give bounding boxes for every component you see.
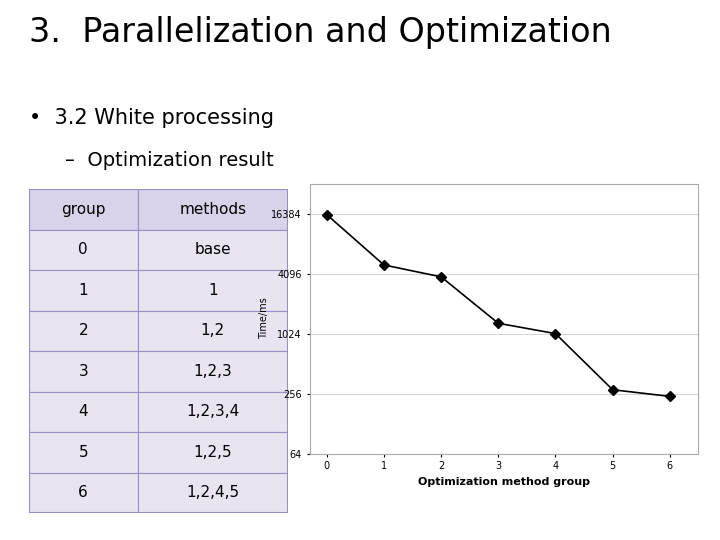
Text: group: group	[61, 202, 106, 217]
Bar	[29, 392, 138, 432]
X-axis label: Optimization method group: Optimization method group	[418, 477, 590, 487]
Bar	[138, 351, 288, 392]
Bar	[29, 189, 138, 230]
Bar	[29, 351, 138, 392]
Text: 6: 6	[78, 485, 88, 500]
Text: 5: 5	[78, 445, 88, 460]
Text: –  Optimization result: – Optimization result	[65, 151, 274, 170]
Bar	[138, 432, 288, 472]
Bar	[138, 270, 288, 310]
Text: 3: 3	[78, 364, 88, 379]
Text: •  3.2 White processing: • 3.2 White processing	[29, 108, 274, 128]
Text: 0: 0	[78, 242, 88, 257]
Text: 1: 1	[208, 283, 217, 298]
Text: 1,2,5: 1,2,5	[194, 445, 232, 460]
Text: base: base	[194, 242, 231, 257]
Text: 1,2,4,5: 1,2,4,5	[186, 485, 239, 500]
Bar	[29, 472, 138, 513]
Bar	[29, 432, 138, 472]
Bar	[138, 472, 288, 513]
Y-axis label: Time/ms: Time/ms	[258, 298, 269, 340]
Bar	[29, 310, 138, 351]
Text: 4: 4	[78, 404, 88, 419]
Text: 1: 1	[78, 283, 88, 298]
Bar	[29, 270, 138, 310]
Bar	[138, 230, 288, 270]
Text: 1,2,3: 1,2,3	[194, 364, 233, 379]
Text: 3.  Parallelization and Optimization: 3. Parallelization and Optimization	[29, 16, 611, 49]
Bar	[138, 189, 288, 230]
Bar	[138, 392, 288, 432]
Text: 1,2,3,4: 1,2,3,4	[186, 404, 240, 419]
Text: 2: 2	[78, 323, 88, 338]
Bar	[138, 310, 288, 351]
Text: methods: methods	[179, 202, 246, 217]
Bar	[29, 230, 138, 270]
Text: 1,2: 1,2	[201, 323, 225, 338]
